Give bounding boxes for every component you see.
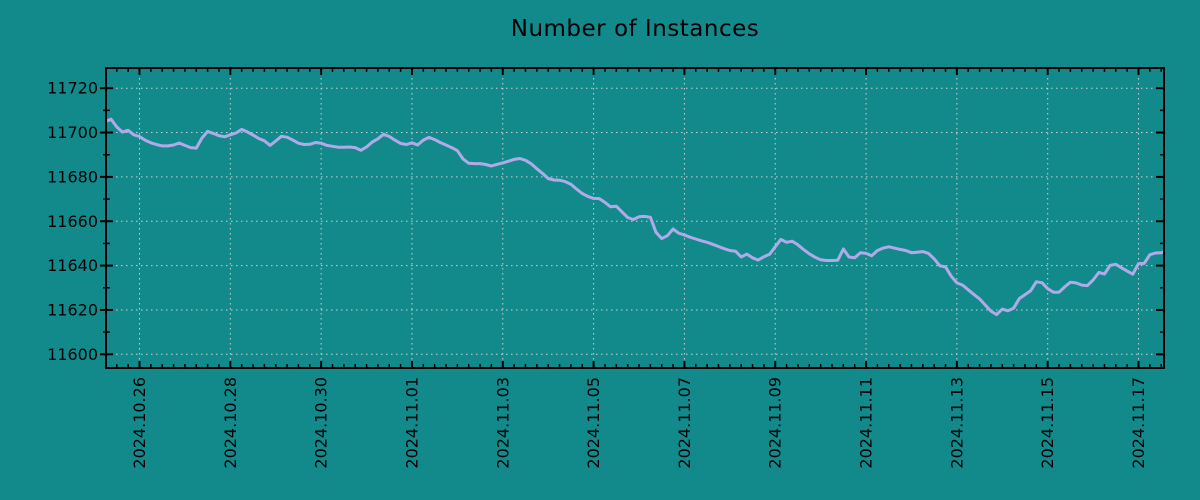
plot-border bbox=[105, 67, 1165, 369]
x-tick-label: 2024.11.11 bbox=[857, 377, 876, 469]
x-tick-label: 2024.11.15 bbox=[1038, 377, 1057, 469]
x-tick-label: 2024.11.07 bbox=[675, 377, 694, 469]
y-tick-label: 11660 bbox=[47, 212, 98, 231]
x-tick-label: 2024.11.05 bbox=[584, 377, 603, 469]
y-tick-label: 11720 bbox=[47, 79, 98, 98]
x-tick-label: 2024.10.30 bbox=[312, 377, 331, 469]
y-tick-label: 11700 bbox=[47, 123, 98, 142]
x-tick-label: 2024.11.09 bbox=[766, 377, 785, 469]
chart-title: Number of Instances bbox=[510, 16, 760, 42]
x-tick-label: 2024.11.01 bbox=[402, 377, 421, 469]
y-tick-label: 11600 bbox=[47, 345, 98, 364]
y-tick-label: 11680 bbox=[47, 167, 98, 186]
x-tick-label: 2024.11.03 bbox=[493, 377, 512, 469]
x-tick-label: 2024.10.28 bbox=[221, 377, 240, 469]
data-line bbox=[106, 117, 1164, 317]
x-tick-label: 2024.11.17 bbox=[1129, 377, 1148, 469]
y-tick-label: 11620 bbox=[47, 300, 98, 319]
y-tick-label: 11640 bbox=[47, 256, 98, 275]
x-tick-label: 2024.10.26 bbox=[130, 377, 149, 469]
x-tick-label: 2024.11.13 bbox=[947, 377, 966, 469]
